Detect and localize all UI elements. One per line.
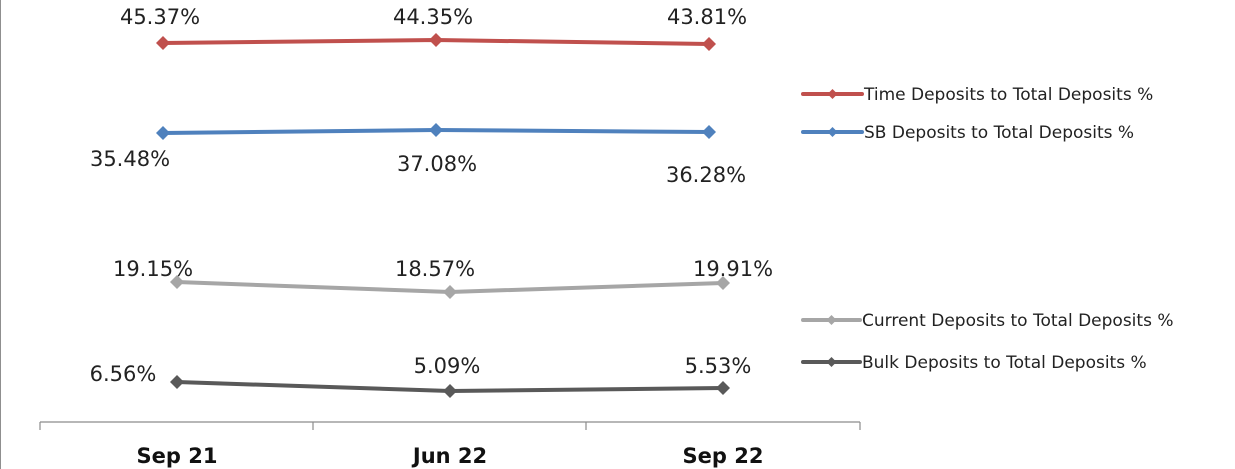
data-point-sb-deposits-to-total-deposits-pct	[156, 126, 170, 140]
data-point-bulk-deposits-to-total-deposits-pct	[716, 381, 730, 395]
data-point-time-deposits-to-total-deposits-pct	[702, 37, 716, 51]
legend-marker-sb-deposits-to-total-deposits-pct	[827, 127, 838, 137]
legend-marker-time-deposits-to-total-deposits-pct	[827, 89, 838, 99]
data-label: 43.81%	[667, 5, 747, 29]
data-label: 18.57%	[395, 257, 475, 281]
data-point-time-deposits-to-total-deposits-pct	[156, 36, 170, 50]
data-point-current-deposits-to-total-deposits-pct	[170, 275, 184, 289]
data-point-current-deposits-to-total-deposits-pct	[716, 276, 730, 290]
data-point-current-deposits-to-total-deposits-pct	[443, 285, 457, 299]
data-label: 6.56%	[90, 362, 157, 386]
data-label: 35.48%	[90, 147, 170, 171]
data-point-bulk-deposits-to-total-deposits-pct	[170, 375, 184, 389]
data-point-sb-deposits-to-total-deposits-pct	[429, 123, 443, 137]
data-point-sb-deposits-to-total-deposits-pct	[702, 125, 716, 139]
data-point-time-deposits-to-total-deposits-pct	[429, 33, 443, 47]
legend-label-time-deposits-to-total-deposits-pct: Time Deposits to Total Deposits %	[863, 85, 1153, 105]
data-label: 5.53%	[685, 354, 752, 378]
data-point-bulk-deposits-to-total-deposits-pct	[443, 384, 457, 398]
data-label: 19.15%	[113, 257, 193, 281]
data-label: 5.09%	[414, 354, 481, 378]
x-tick-label: Jun 22	[411, 444, 487, 468]
legend-marker-bulk-deposits-to-total-deposits-pct	[826, 357, 837, 367]
left-border	[0, 0, 1, 469]
data-label: 19.91%	[693, 257, 773, 281]
legend-label-sb-deposits-to-total-deposits-pct: SB Deposits to Total Deposits %	[864, 123, 1134, 143]
legend-label-bulk-deposits-to-total-deposits-pct: Bulk Deposits to Total Deposits %	[862, 353, 1147, 373]
legend-label-current-deposits-to-total-deposits-pct: Current Deposits to Total Deposits %	[862, 311, 1173, 331]
data-label: 37.08%	[397, 152, 477, 176]
data-label: 44.35%	[393, 5, 473, 29]
data-label: 36.28%	[666, 163, 746, 187]
data-label: 45.37%	[120, 5, 200, 29]
x-tick-label: Sep 21	[137, 444, 218, 468]
x-tick-label: Sep 22	[683, 444, 764, 468]
legend-marker-current-deposits-to-total-deposits-pct	[826, 315, 837, 325]
